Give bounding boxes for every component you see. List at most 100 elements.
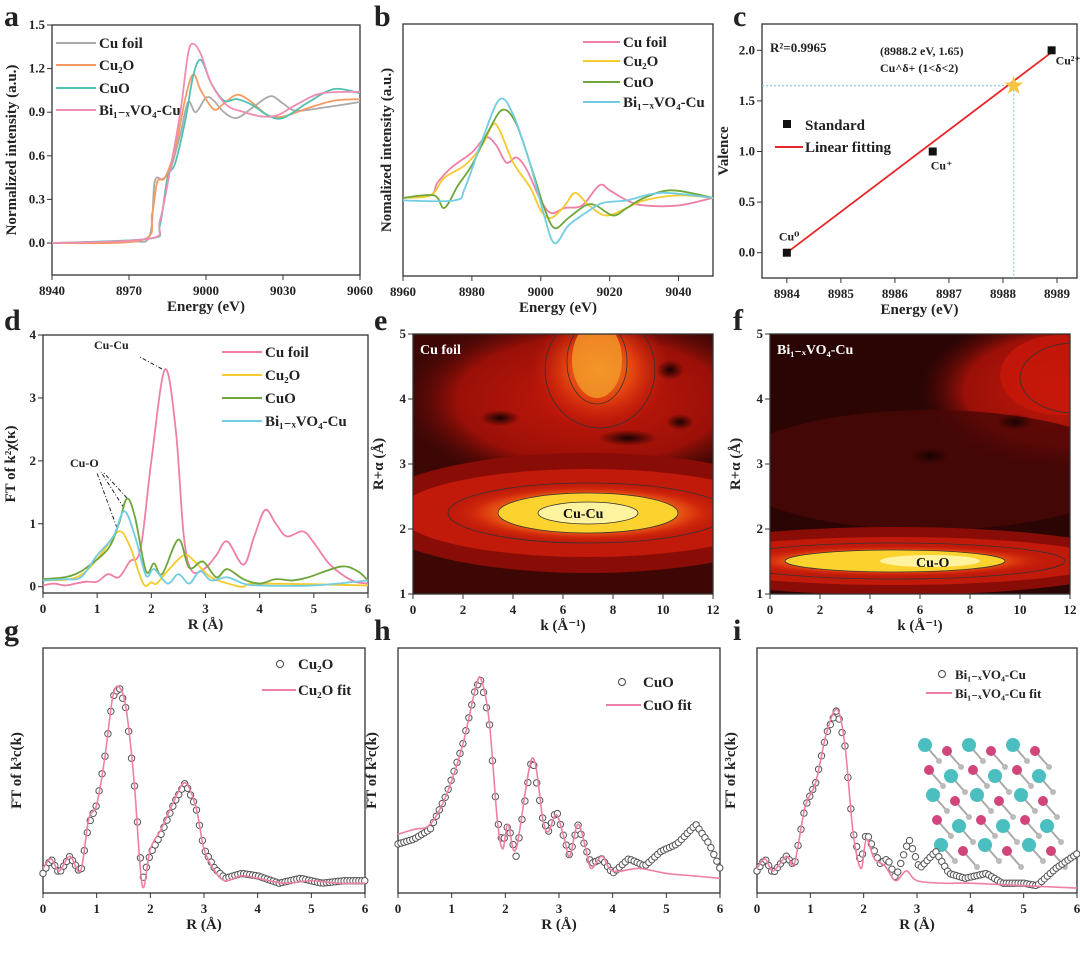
x-tick-label: 6 bbox=[1074, 901, 1080, 916]
x-tick-label: 5 bbox=[1020, 901, 1027, 916]
legend-c: Standard Linear fitting bbox=[775, 118, 891, 156]
y-axis-title: FT of k³c(k) bbox=[723, 732, 739, 809]
vanadium-atom bbox=[1006, 738, 1020, 752]
oxygen-atom bbox=[1046, 764, 1052, 770]
x-tick-label: 9000 bbox=[193, 283, 219, 298]
axes-h: 0 1 2 3 4 5 6 R (Å) FT of k³c(k) bbox=[364, 647, 724, 933]
x-tick-label: 10 bbox=[657, 602, 670, 617]
axes-d: 0 1 2 3 4 5 6 0 1 2 3 4 R (Å) FT of k²χ(κ) bbox=[3, 327, 372, 633]
legend-label: Cu₂O bbox=[623, 54, 658, 70]
panel-letter-d: d bbox=[4, 304, 21, 337]
data-point bbox=[707, 843, 715, 852]
data-point bbox=[512, 852, 520, 860]
y-tick-label: 0.3 bbox=[29, 191, 46, 206]
series-line-d-2 bbox=[42, 497, 369, 585]
standard-point bbox=[1047, 46, 1056, 55]
legend-label: CuO fit bbox=[643, 698, 692, 714]
legend-label: CuO bbox=[623, 75, 654, 91]
standard-label: Cu⁺ bbox=[931, 159, 953, 173]
series-line-d-0 bbox=[42, 368, 369, 587]
y-tick-label: 0.9 bbox=[29, 104, 46, 119]
axes-b: 8960 8980 9000 9020 9040 Energy (eV) Nomalized… bbox=[379, 23, 714, 316]
legend-label: CuO bbox=[643, 675, 674, 691]
x-tick-label: 8986 bbox=[882, 286, 909, 301]
y-tick-label: 4 bbox=[757, 391, 764, 406]
y-tick-label: 0.5 bbox=[739, 194, 756, 209]
x-tick-label: 4 bbox=[967, 901, 974, 916]
x-tick-label: 12 bbox=[1064, 602, 1077, 617]
x-axis-title: Energy (eV) bbox=[881, 302, 959, 318]
legend-label: Cu₂O fit bbox=[298, 683, 351, 699]
series-line-a-3 bbox=[51, 42, 361, 244]
x-tick-label: 3 bbox=[202, 601, 209, 616]
legend-h: CuO CuO fit bbox=[606, 675, 692, 714]
oxygen-atom bbox=[944, 808, 950, 814]
legend-label: CuO bbox=[265, 391, 296, 407]
fit-line-g bbox=[42, 685, 366, 889]
y-tick-label: 1.5 bbox=[29, 17, 46, 32]
oxygen-atom bbox=[1058, 839, 1064, 845]
legend-i: Bi₁₋ₓVO₄-Cu Bi₁₋ₓVO₄-Cu fit bbox=[926, 667, 1042, 701]
plot-frame bbox=[761, 23, 1078, 279]
y-axis-title: FT of k²χ(κ) bbox=[3, 426, 19, 503]
x-tick-label: 1 bbox=[94, 601, 101, 616]
x-tick-label: 4 bbox=[867, 602, 874, 617]
data-point bbox=[885, 858, 893, 866]
x-tick-label: 0 bbox=[767, 602, 774, 617]
y-axis-title: FT of k³c(k) bbox=[9, 732, 25, 809]
series-line-d-1 bbox=[42, 530, 369, 588]
fit-line bbox=[786, 51, 1053, 254]
data-point bbox=[897, 859, 905, 868]
y-tick-label: 5 bbox=[757, 326, 764, 341]
data-point bbox=[1073, 850, 1080, 858]
axes-g: 0 1 2 3 4 5 6 R (Å) FT of k³c(k) bbox=[9, 647, 369, 933]
standard-point bbox=[928, 147, 937, 156]
series-line-b-2 bbox=[402, 108, 714, 230]
oxygen-atom bbox=[974, 864, 980, 870]
x-tick-label: 0 bbox=[754, 901, 761, 916]
vanadium-atom bbox=[1022, 838, 1036, 852]
oxygen-atom bbox=[966, 814, 972, 820]
y-axis-title: Valence bbox=[716, 126, 732, 176]
data-points-i bbox=[753, 707, 1080, 890]
legend-label: Cu₂O bbox=[99, 58, 134, 74]
x-tick-label: 2 bbox=[147, 901, 154, 916]
oxygen-atom bbox=[1018, 864, 1024, 870]
x-tick-label: 9000 bbox=[528, 284, 554, 299]
vanadium-atom bbox=[988, 769, 1002, 783]
y-tick-label: 3 bbox=[400, 456, 407, 471]
oxygen-atom bbox=[962, 789, 968, 795]
y-tick-label: 1 bbox=[757, 586, 764, 601]
sample-star-marker bbox=[1004, 75, 1024, 94]
y-tick-label: 0.0 bbox=[739, 245, 755, 260]
x-tick-label: 8980 bbox=[459, 284, 485, 299]
x-tick-label: 8988 bbox=[990, 286, 1017, 301]
panel-letter-h: h bbox=[374, 614, 391, 647]
x-tick-label: 0 bbox=[40, 601, 47, 616]
x-tick-label: 6 bbox=[717, 901, 724, 916]
panel-letter-g: g bbox=[4, 614, 19, 647]
bismuth-atom bbox=[1046, 846, 1056, 856]
x-tick-label: 8984 bbox=[774, 286, 801, 301]
y-tick-label: 2 bbox=[757, 521, 764, 536]
oxygen-atom bbox=[1010, 814, 1016, 820]
bismuth-atom bbox=[950, 796, 960, 806]
axes-i: 0 1 2 3 4 5 6 R (Å) FT of k³c(k) bbox=[723, 647, 1080, 933]
series-line-b-1 bbox=[402, 122, 714, 220]
bismuth-atom bbox=[1002, 846, 1012, 856]
x-tick-label: 9020 bbox=[597, 284, 623, 299]
panel-letter-f: f bbox=[733, 304, 744, 337]
data-point bbox=[89, 809, 97, 817]
data-point bbox=[713, 857, 721, 865]
panel-letter-e: e bbox=[374, 304, 387, 337]
series-line-d-3 bbox=[42, 510, 369, 587]
oxygen-atom bbox=[1002, 764, 1008, 770]
x-tick-label: 3 bbox=[201, 901, 208, 916]
x-tick-label: 9030 bbox=[270, 283, 296, 298]
x-axis-title: R (Å) bbox=[186, 917, 221, 933]
oxygen-atom bbox=[992, 833, 998, 839]
heatmap-f-title: Bi₁₋ₓVO₄-Cu bbox=[777, 343, 854, 358]
vanadium-atom bbox=[1014, 788, 1028, 802]
